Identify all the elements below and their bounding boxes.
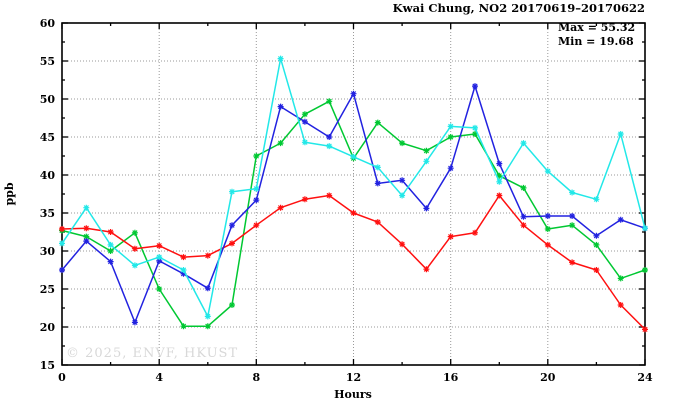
x-axis-label: Hours — [334, 388, 372, 401]
series-cyan-markers — [59, 55, 648, 320]
y-tick-label-15: 15 — [40, 359, 55, 372]
series-blue — [59, 83, 648, 326]
chart-title: Kwai Chung, NO2 20170619–20170622 — [393, 1, 645, 15]
x-tick-label-8: 8 — [252, 371, 260, 384]
y-tick-label-35: 35 — [40, 207, 55, 220]
series-red-markers — [59, 192, 648, 333]
y-tick-label-60: 60 — [40, 17, 56, 30]
x-tick-label-16: 16 — [443, 371, 459, 384]
series-cyan-line — [61, 57, 646, 318]
min-annotation: Min = 19.68 — [558, 35, 634, 48]
x-tick-label-0: 0 — [58, 371, 66, 384]
y-axis-label: ppb — [3, 182, 16, 205]
series-blue-line — [61, 85, 646, 324]
y-tick-label-50: 50 — [40, 93, 56, 106]
watermark: © 2025, ENVF, HKUST — [66, 346, 238, 361]
max-annotation: Max = 55.32 — [558, 21, 635, 34]
series-blue-markers — [59, 83, 648, 326]
y-tick-label-40: 40 — [40, 169, 56, 182]
x-tick-label-24: 24 — [637, 371, 653, 384]
x-tick-label-4: 4 — [155, 371, 163, 384]
y-tick-label-25: 25 — [40, 283, 55, 296]
y-tick-label-55: 55 — [40, 55, 55, 68]
series-cyan — [59, 55, 648, 320]
x-tick-label-20: 20 — [540, 371, 556, 384]
x-tick-label-12: 12 — [346, 371, 361, 384]
y-tick-label-20: 20 — [40, 321, 56, 334]
plot-area: 15 20 25 30 35 40 45 50 55 60 0 4 8 12 16 20 24 — [40, 17, 653, 384]
series-red — [59, 192, 648, 333]
y-tick-label-45: 45 — [40, 131, 55, 144]
y-tick-label-30: 30 — [40, 245, 56, 258]
